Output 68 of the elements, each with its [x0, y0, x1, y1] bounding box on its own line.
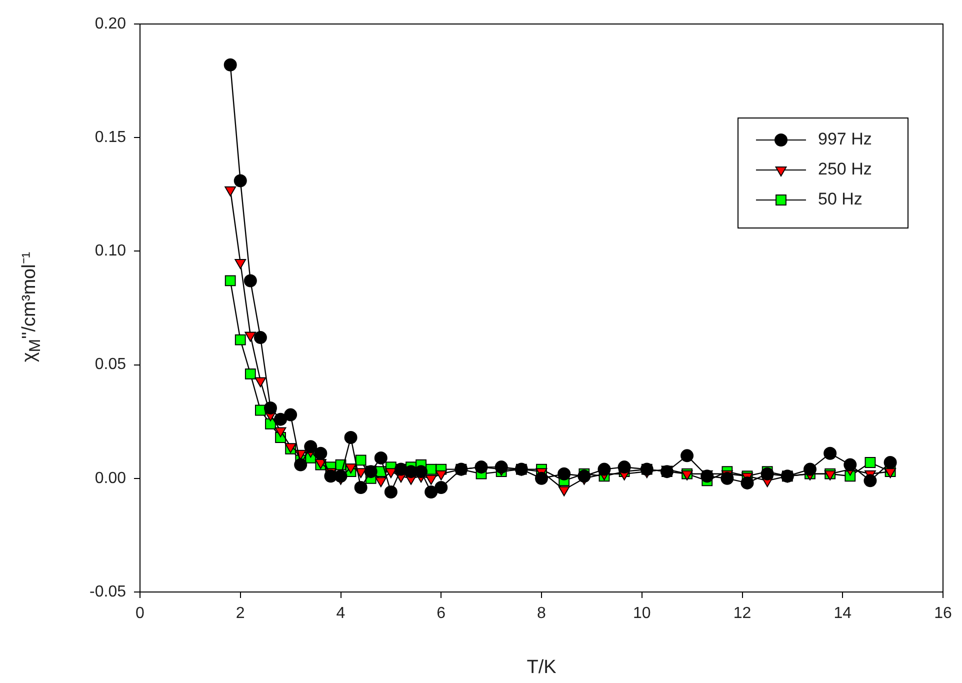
point [680, 449, 694, 462]
point [720, 472, 734, 485]
point [844, 458, 857, 472]
x-tick-label: 14 [834, 605, 852, 622]
point [234, 334, 246, 346]
point [884, 456, 897, 469]
point [234, 259, 246, 270]
point [224, 275, 236, 286]
y-tick-label: 0.05 [94, 356, 126, 374]
legend-label: 250 Hz [818, 160, 872, 179]
point [424, 486, 438, 499]
point [804, 462, 817, 476]
point [244, 368, 256, 380]
point [224, 186, 236, 196]
y-tick-label: 0.15 [94, 129, 126, 146]
legend-label: 50 Hz [818, 190, 862, 209]
x-tick-label: 8 [537, 605, 546, 622]
y-tick-label: 0.00 [94, 470, 126, 487]
point [244, 332, 256, 342]
x-axis-title: T/K [526, 656, 557, 678]
point [558, 486, 570, 496]
point [374, 451, 388, 464]
point [334, 470, 348, 483]
point [304, 440, 318, 454]
point [254, 331, 267, 344]
point [824, 446, 837, 460]
legend-label: 997 Hz [818, 130, 872, 149]
x-tick-label: 2 [236, 605, 245, 622]
point [578, 470, 591, 483]
point [244, 274, 257, 288]
point [355, 454, 366, 466]
point [434, 480, 448, 494]
point [425, 474, 437, 485]
point [474, 460, 488, 474]
point [294, 458, 308, 472]
point [864, 474, 877, 488]
point [375, 477, 387, 488]
point [234, 174, 247, 188]
point [435, 470, 447, 480]
x-tick-label: 4 [336, 605, 346, 622]
point [864, 457, 876, 468]
point [384, 486, 398, 499]
x-tick-label: 10 [632, 605, 651, 622]
point [254, 377, 266, 388]
point [264, 401, 277, 414]
point [354, 480, 368, 494]
point [494, 460, 508, 474]
y-tick-label: 0.20 [94, 15, 126, 32]
point [618, 460, 631, 474]
point [558, 467, 571, 480]
point [414, 465, 428, 478]
x-tick-label: 12 [733, 605, 752, 622]
x-tick-label: 0 [136, 605, 145, 622]
point [740, 476, 754, 490]
x-tick-label: 16 [934, 605, 952, 622]
point [760, 467, 774, 480]
point [344, 431, 358, 444]
y-tick-label: -0.05 [90, 583, 126, 600]
point [598, 462, 611, 476]
point [274, 412, 288, 426]
point [274, 427, 286, 438]
point [345, 464, 356, 474]
x-tick-label: 6 [436, 605, 446, 622]
y-tick-label: 0.10 [94, 242, 126, 260]
point [314, 446, 328, 460]
point [284, 408, 298, 422]
point [224, 58, 237, 72]
point [535, 472, 548, 485]
